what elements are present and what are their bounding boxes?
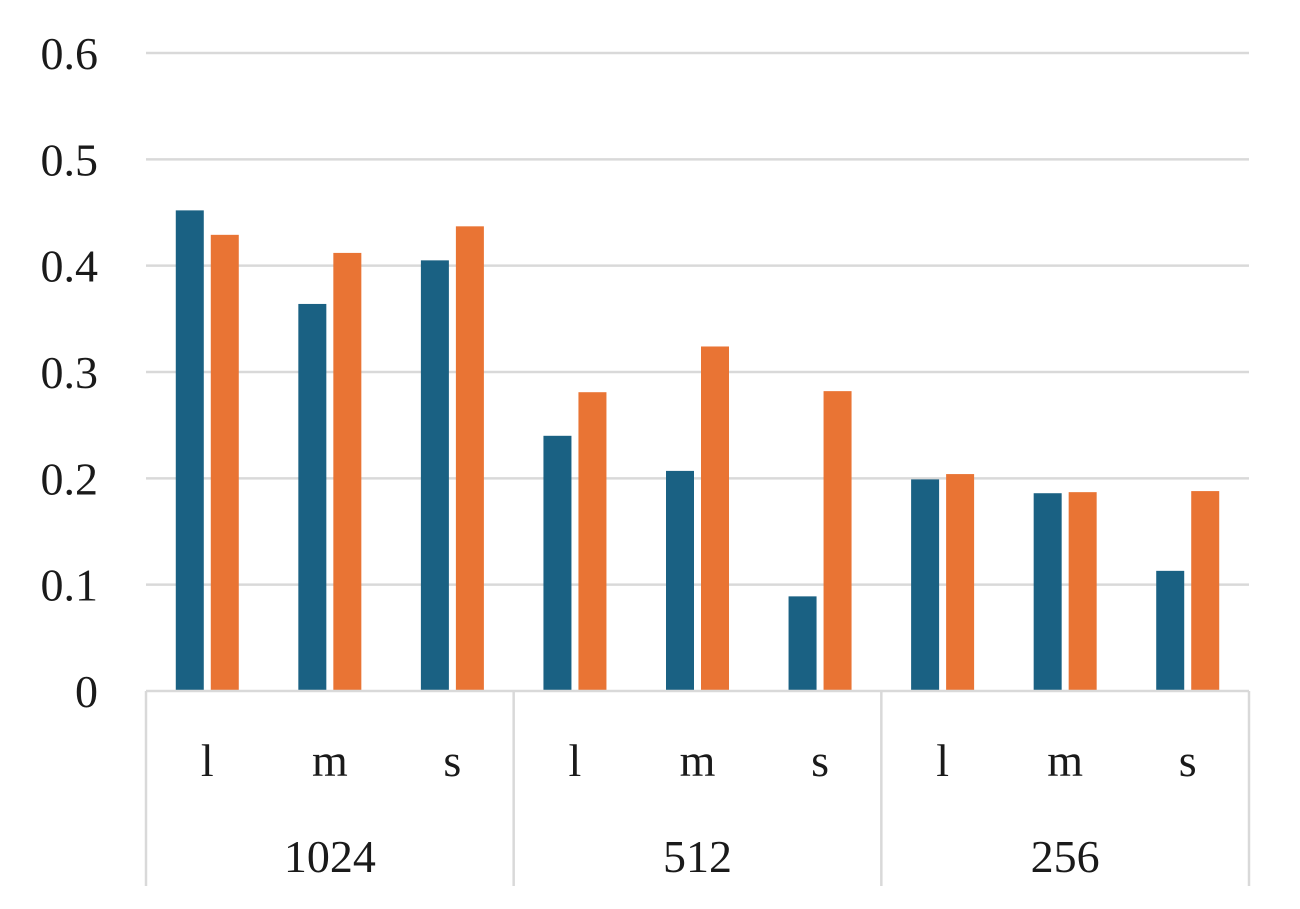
category-label: s xyxy=(1179,735,1197,786)
bar xyxy=(1033,493,1062,691)
gridlines xyxy=(146,51,1249,586)
group-labels: 1024 512 256 xyxy=(284,831,1100,882)
bar xyxy=(911,479,940,691)
bar xyxy=(823,391,852,691)
bar xyxy=(1191,491,1220,691)
y-tick-label: 0.3 xyxy=(41,347,99,398)
bar xyxy=(1156,570,1185,691)
bar xyxy=(543,435,572,691)
bar xyxy=(578,392,607,691)
y-tick-label: 0 xyxy=(75,666,98,717)
y-axis-tick-labels: 0 0.1 0.2 0.3 0.4 0.5 0.6 xyxy=(41,28,99,717)
category-label: l xyxy=(569,735,582,786)
category-label: m xyxy=(1047,735,1083,786)
bar xyxy=(1068,492,1097,691)
bar xyxy=(333,252,362,691)
bar xyxy=(946,474,975,691)
bar xyxy=(455,226,484,691)
bar xyxy=(701,346,729,691)
y-tick-label: 0.4 xyxy=(41,241,99,292)
y-tick-label: 0.1 xyxy=(41,560,99,611)
category-label: m xyxy=(680,735,716,786)
group-label: 1024 xyxy=(284,831,376,882)
y-tick-label: 0.2 xyxy=(41,453,99,504)
bar xyxy=(420,260,449,691)
bar xyxy=(788,596,817,691)
group-label: 512 xyxy=(663,831,732,882)
category-label: l xyxy=(201,735,214,786)
category-label: l xyxy=(936,735,949,786)
bars xyxy=(175,210,1220,691)
group-label: 256 xyxy=(1031,831,1100,882)
y-tick-label: 0.6 xyxy=(41,28,99,79)
bar xyxy=(210,234,239,691)
bar xyxy=(175,210,204,691)
y-tick-label: 0.5 xyxy=(41,134,99,185)
category-label: m xyxy=(312,735,348,786)
x-axis-frame xyxy=(144,689,1251,886)
bar xyxy=(666,470,694,691)
bar xyxy=(298,303,327,691)
category-label: s xyxy=(443,735,461,786)
category-label: s xyxy=(811,735,829,786)
